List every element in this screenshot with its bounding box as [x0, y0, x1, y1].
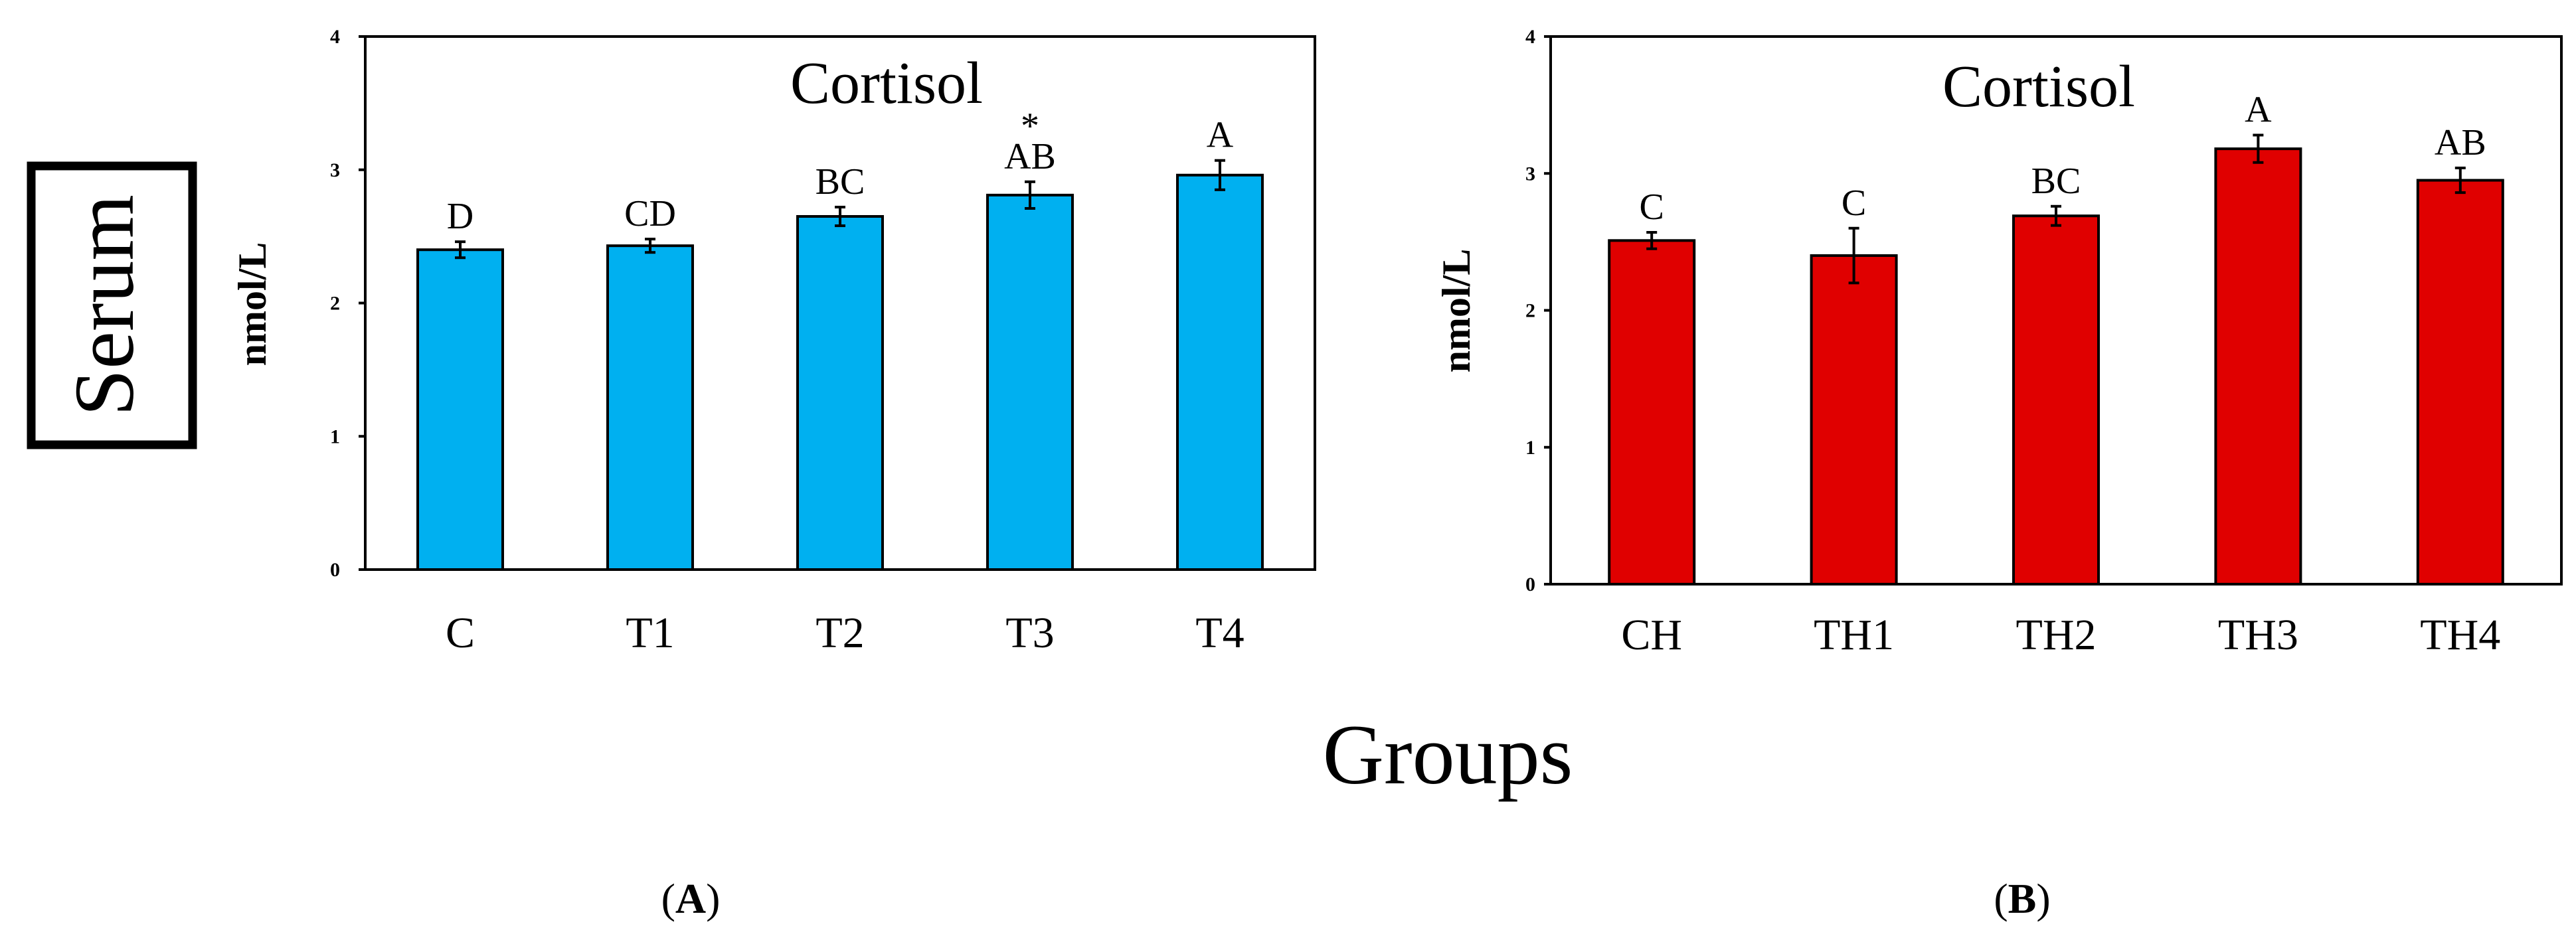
panel-b-chart-title: Cortisol	[1942, 54, 2135, 119]
panel-b-y-tick-label: 1	[1525, 437, 1535, 459]
panel-b-y-tick-label: 4	[1525, 26, 1535, 48]
panel-a-x-tick-label: T4	[1195, 609, 1244, 657]
groups-axis-label: Groups	[1323, 708, 1573, 802]
panel-b-y-tick-label: 2	[1525, 300, 1535, 322]
panel-a-y-axis-label: nmol/L	[230, 242, 274, 366]
panel-a-bar-t4	[1176, 173, 1264, 571]
panel-a-bars: D CD BC AB* A	[416, 106, 1264, 571]
panel-b-x-tick-label: TH1	[1814, 611, 1894, 659]
panel-b-x-tick-label: TH2	[2016, 611, 2097, 659]
panel-b-y-tick-label: 3	[1525, 163, 1535, 185]
panel-a-significance-letter: D	[447, 196, 473, 237]
panel-b-label: (B)	[1994, 875, 2050, 922]
panel-a-significance-letter: AB	[1004, 136, 1056, 177]
panel-a-y-tick-label: 2	[330, 293, 340, 315]
panel-a-significance-letter: A	[1207, 115, 1234, 156]
panel-a-bar-t2	[796, 215, 884, 571]
panel-a-x-tick-label: T2	[816, 609, 864, 657]
panel-a-x-tick-label: T1	[626, 609, 674, 657]
panel-a-chart: Cortisol nmol/L 0 1 2 3 4 D CD BC AB* A C T1 T2 T3 T…	[230, 26, 1316, 657]
panel-a-bar-t3	[986, 193, 1074, 571]
panel-b-paren-open: (	[1994, 875, 2008, 922]
panel-b-bar-ch	[1608, 239, 1696, 586]
panel-a-significance-letter: BC	[816, 161, 865, 202]
panel-a-paren-open: (	[661, 875, 675, 922]
panel-b-letter: B	[2008, 875, 2037, 922]
panel-a-y-ticks: 0 1 2 3 4	[330, 26, 365, 581]
panel-b-x-ticks: CH TH1 TH2 TH3 TH4	[1621, 611, 2500, 659]
serum-label-box: Serum	[27, 161, 197, 449]
panel-b-significance-letter: AB	[2435, 122, 2486, 163]
panel-b-bar-th3	[2214, 147, 2302, 586]
panel-b-y-axis-label: nmol/L	[1434, 249, 1478, 373]
panel-b-bar-th2	[2012, 214, 2100, 586]
panel-a-bar-c	[416, 248, 504, 571]
serum-box-border	[27, 161, 197, 449]
panel-b-y-ticks: 0 1 2 3 4	[1525, 26, 1551, 595]
panel-b-significance-letter: C	[1640, 187, 1664, 228]
panel-b-significance-letter: A	[2245, 90, 2272, 131]
panel-a-bar-t1	[606, 244, 694, 571]
panel-b-x-tick-label: TH3	[2218, 611, 2298, 659]
panel-a-y-tick-label: 4	[330, 26, 340, 48]
panel-a-x-tick-label: T3	[1005, 609, 1054, 657]
panel-a-x-tick-label: C	[446, 609, 475, 657]
panel-b-bars: C C BC A AB	[1608, 90, 2504, 586]
panel-b-y-tick-label: 0	[1525, 574, 1535, 595]
panel-b-x-tick-label: TH4	[2420, 611, 2500, 659]
panel-b-bar-th4	[2416, 179, 2504, 586]
panel-a-y-tick-label: 3	[330, 159, 340, 181]
panel-b-chart: Cortisol nmol/L 0 1 2 3 4 C C BC A AB CH TH1 TH2 TH…	[1434, 26, 2563, 659]
panel-a-asterisk-mark: *	[1021, 106, 1039, 147]
panel-a-letter: A	[675, 875, 706, 922]
panel-a-paren-close: )	[706, 875, 720, 922]
panel-a-x-ticks: C T1 T2 T3 T4	[446, 609, 1245, 657]
panel-b-bar-th1	[1810, 254, 1898, 586]
panel-b-significance-letter: BC	[2031, 161, 2081, 202]
panel-a-chart-title: Cortisol	[790, 50, 983, 116]
serum-label: Serum	[57, 195, 151, 416]
panel-a-y-tick-label: 1	[330, 426, 340, 447]
panel-b-x-tick-label: CH	[1621, 611, 1682, 659]
panel-a-label: (A)	[661, 875, 721, 922]
panel-b-significance-letter: C	[1842, 183, 1866, 224]
panel-a-significance-letter: CD	[624, 193, 676, 234]
panel-a-y-tick-label: 0	[330, 559, 340, 581]
panel-b-paren-close: )	[2036, 875, 2050, 922]
